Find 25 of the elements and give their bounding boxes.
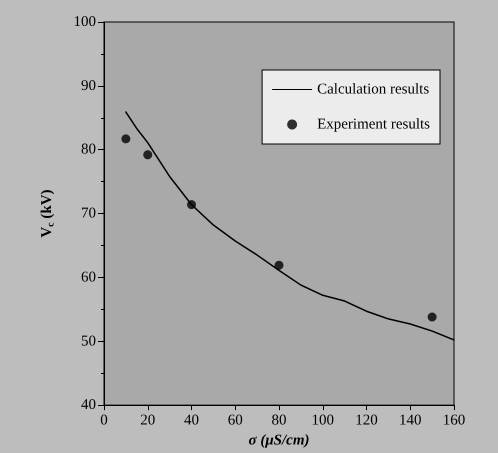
y-tick-label: 40 [81, 397, 96, 414]
y-tick-label: 90 [81, 78, 96, 94]
point [187, 200, 196, 210]
y-tick-label: 80 [81, 142, 96, 158]
y-tick-label: 70 [81, 206, 96, 222]
legend-label: Calculation results [317, 82, 430, 98]
y-tick-label: 100 [74, 14, 96, 30]
x-tick-label: 140 [399, 412, 422, 429]
x-tick-label: 20 [140, 412, 156, 429]
x-tick-label: 120 [355, 412, 378, 429]
x-tick-label: 0 [100, 412, 108, 429]
point [274, 260, 284, 270]
y-tick-label: 50 [81, 333, 96, 350]
x-tick-label: 160 [442, 412, 466, 429]
x-tick-label: 40 [184, 412, 199, 429]
y-axis-title: Vc (kV) [39, 189, 56, 238]
y-tick-label: 60 [81, 269, 96, 286]
legend-label: Experiment results [317, 116, 430, 132]
x-tick-label: 80 [272, 412, 286, 429]
point [428, 312, 437, 322]
x-tick-label: 100 [312, 412, 334, 429]
point [121, 134, 130, 144]
x-tick-label: 60 [228, 412, 243, 429]
point [143, 150, 152, 160]
x-axis-title: σ (μS/cm) [248, 432, 310, 448]
